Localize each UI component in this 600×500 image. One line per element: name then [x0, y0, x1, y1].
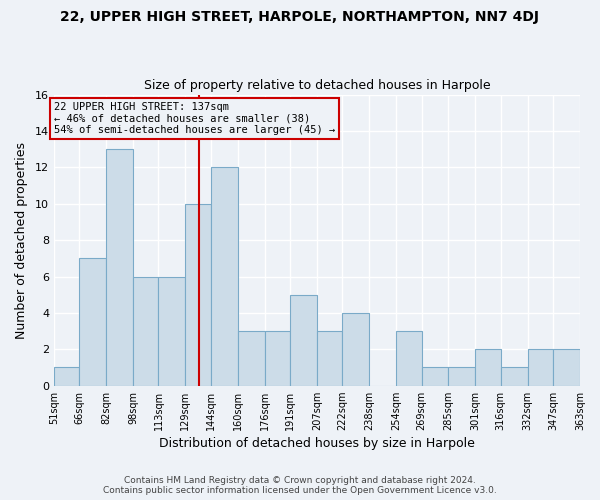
- Bar: [475, 350, 501, 386]
- Bar: [265, 331, 290, 386]
- Text: 22, UPPER HIGH STREET, HARPOLE, NORTHAMPTON, NN7 4DJ: 22, UPPER HIGH STREET, HARPOLE, NORTHAMP…: [61, 10, 539, 24]
- Title: Size of property relative to detached houses in Harpole: Size of property relative to detached ho…: [143, 79, 490, 92]
- Bar: [133, 276, 158, 386]
- Bar: [290, 294, 317, 386]
- Bar: [79, 258, 106, 386]
- Bar: [185, 204, 211, 386]
- Bar: [158, 276, 185, 386]
- Bar: [553, 350, 580, 386]
- Bar: [396, 331, 422, 386]
- X-axis label: Distribution of detached houses by size in Harpole: Distribution of detached houses by size …: [159, 437, 475, 450]
- Bar: [238, 331, 265, 386]
- Bar: [106, 149, 133, 386]
- Bar: [501, 368, 528, 386]
- Bar: [448, 368, 475, 386]
- Bar: [342, 313, 369, 386]
- Y-axis label: Number of detached properties: Number of detached properties: [15, 142, 28, 338]
- Text: 22 UPPER HIGH STREET: 137sqm
← 46% of detached houses are smaller (38)
54% of se: 22 UPPER HIGH STREET: 137sqm ← 46% of de…: [54, 102, 335, 135]
- Bar: [422, 368, 448, 386]
- Text: Contains HM Land Registry data © Crown copyright and database right 2024.
Contai: Contains HM Land Registry data © Crown c…: [103, 476, 497, 495]
- Bar: [528, 350, 553, 386]
- Bar: [317, 331, 342, 386]
- Bar: [54, 368, 79, 386]
- Bar: [211, 168, 238, 386]
